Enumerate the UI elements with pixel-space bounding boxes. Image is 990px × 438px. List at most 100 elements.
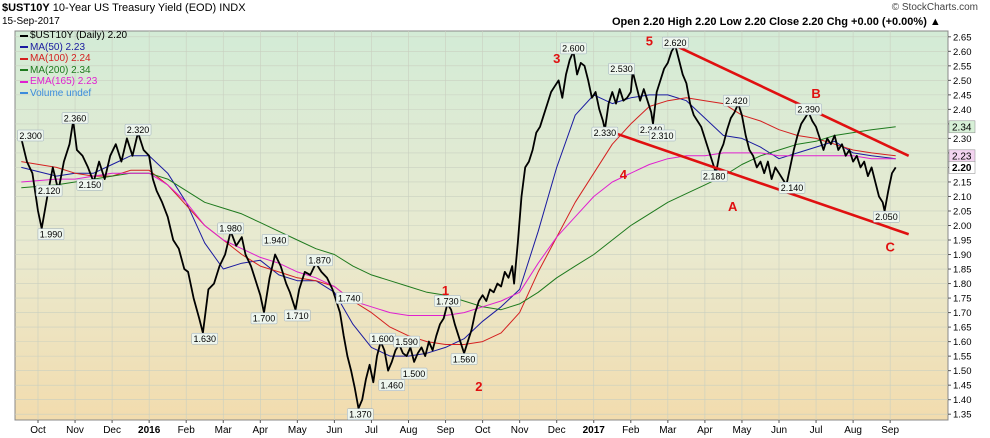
value-callout-box xyxy=(450,353,478,365)
legend-label: EMA(165) 2.23 xyxy=(30,76,98,87)
value-callout-box xyxy=(37,228,65,240)
x-tick-label: May xyxy=(288,425,307,436)
value-callout: 1.700 xyxy=(253,314,276,324)
quote-line: Open 2.20 High 2.20 Low 2.20 Close 2.20 … xyxy=(612,16,941,28)
value-callout-box xyxy=(335,292,363,304)
y-tick-label: 2.60 xyxy=(953,47,972,58)
value-callout: 1.870 xyxy=(308,256,331,266)
y-tick-label: 2.45 xyxy=(953,90,972,101)
value-callout-box xyxy=(61,112,89,124)
value-callout-box xyxy=(591,126,619,139)
y-tick-label: 1.45 xyxy=(953,381,972,392)
wave-label: A xyxy=(728,199,738,214)
value-callout: 1.600 xyxy=(371,334,394,344)
value-callout-box xyxy=(873,211,900,223)
value-callout-box xyxy=(261,234,289,246)
value-callout: 1.740 xyxy=(338,293,361,303)
wave-label: 3 xyxy=(553,51,560,66)
y-tick-label: 2.55 xyxy=(953,61,972,72)
series-line xyxy=(20,44,897,410)
legend-swatch xyxy=(20,69,28,72)
value-callout: 1.560 xyxy=(453,354,476,364)
legend-item: MA(100) 2.24 xyxy=(20,53,127,65)
value-callout-box xyxy=(306,254,333,267)
y-tick-label: 1.75 xyxy=(953,294,972,305)
y-tick-label: 2.00 xyxy=(953,221,972,232)
value-callout: 2.140 xyxy=(781,183,804,193)
legend-swatch xyxy=(20,46,28,49)
value-callout-box xyxy=(400,367,428,380)
value-callout-box xyxy=(795,103,822,116)
value-callout: 1.370 xyxy=(349,409,372,419)
legend-item: Volume undef xyxy=(20,88,127,100)
x-tick-label: Oct xyxy=(475,425,491,436)
y-tick-label: 2.50 xyxy=(953,76,972,87)
legend-swatch xyxy=(20,92,28,95)
y-tick-label: 1.50 xyxy=(953,366,972,377)
value-callout-box xyxy=(560,42,587,55)
value-callout: 2.150 xyxy=(79,180,102,190)
x-tick-label: Aug xyxy=(400,425,418,436)
value-callout-box xyxy=(35,184,63,197)
chart-title: $UST10Y 10-Year US Treasury Yield (EOD) … xyxy=(2,2,246,14)
value-callout: 1.630 xyxy=(193,334,216,344)
series-line xyxy=(21,126,896,311)
x-tick-label: Mar xyxy=(659,425,677,436)
x-tick-label: Jul xyxy=(365,425,378,436)
value-callout-box xyxy=(608,62,635,75)
value-callout: 1.990 xyxy=(40,230,63,240)
legend-item: MA(50) 2.23 xyxy=(20,42,127,54)
y-tick-label: 1.55 xyxy=(953,352,972,363)
value-callout-box xyxy=(76,179,104,191)
value-callout: 2.120 xyxy=(38,186,61,196)
legend-item: EMA(165) 2.23 xyxy=(20,76,127,88)
value-callout: 2.300 xyxy=(19,131,42,141)
value-callout-box xyxy=(250,312,278,325)
value-callout-box xyxy=(662,36,689,49)
value-callout: 1.980 xyxy=(219,224,242,234)
y-tick-label: 2.15 xyxy=(953,177,972,188)
legend-label: MA(200) 2.34 xyxy=(30,64,91,76)
value-callout: 1.590 xyxy=(395,337,418,347)
x-tick-label: Sep xyxy=(881,425,899,436)
legend: $UST10Y (Daily) 2.20 MA(50) 2.23 MA(100) 2… xyxy=(20,30,127,99)
series-line xyxy=(21,152,896,316)
value-callout-box xyxy=(700,170,728,182)
y-tick-label: 2.40 xyxy=(953,105,972,116)
value-callout-box xyxy=(723,94,750,107)
value-callout-box xyxy=(347,408,374,420)
x-tick-label: Apr xyxy=(253,425,269,436)
x-tick-label: Feb xyxy=(178,425,196,436)
wave-label: 5 xyxy=(646,34,653,49)
x-tick-label: Feb xyxy=(622,425,640,436)
x-tick-label: Jul xyxy=(810,425,823,436)
value-callout: 1.710 xyxy=(286,311,309,321)
exchange: INDX xyxy=(219,2,246,14)
legend-label: MA(100) 2.24 xyxy=(30,53,91,64)
value-callout-box xyxy=(284,309,311,322)
legend-swatch xyxy=(20,80,28,83)
value-callout: 2.360 xyxy=(64,113,87,123)
legend-item: $UST10Y (Daily) 2.20 xyxy=(20,30,127,42)
y-tick-label: 1.95 xyxy=(953,236,972,247)
last-value-label: 2.20 xyxy=(952,163,972,174)
watermark: © StockCharts.com xyxy=(891,2,978,13)
description: 10-Year US Treasury Yield (EOD) xyxy=(52,2,217,14)
legend-label: MA(50) 2.23 xyxy=(30,41,86,53)
x-tick-label: 2016 xyxy=(138,425,161,436)
last-value-label: 2.34 xyxy=(952,122,972,133)
x-tick-label: Nov xyxy=(66,425,84,436)
value-callout-box xyxy=(778,182,806,194)
y-tick-label: 1.65 xyxy=(953,323,972,334)
x-tick-label: Dec xyxy=(548,425,566,436)
x-tick-label: Aug xyxy=(844,425,862,436)
y-tick-label: 1.40 xyxy=(953,395,972,406)
x-tick-label: 2017 xyxy=(583,425,606,436)
y-tick-label: 1.70 xyxy=(953,308,972,319)
x-tick-label: Sep xyxy=(437,425,455,436)
value-callout: 2.420 xyxy=(725,96,748,106)
value-callout: 2.050 xyxy=(875,212,898,222)
value-callout-box xyxy=(17,129,44,142)
value-callout: 2.530 xyxy=(610,64,633,74)
